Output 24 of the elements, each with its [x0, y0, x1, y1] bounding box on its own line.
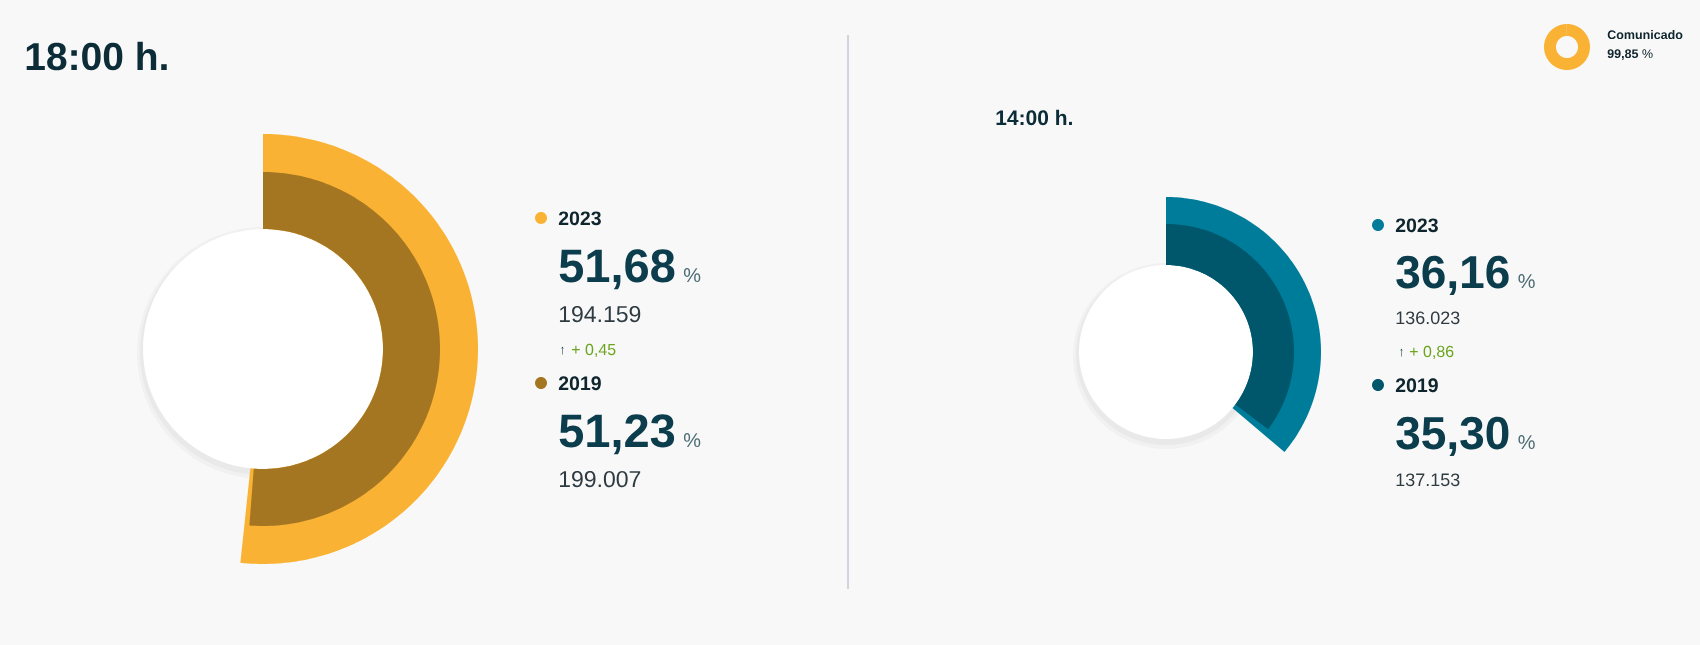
text: 136.023: [1396, 311, 1460, 325]
data-label: 51,23: [559, 414, 675, 455]
legend-label: 2019: [1395, 378, 1438, 393]
text: ↑: [1399, 348, 1403, 357]
data-label: 36,16: [1396, 255, 1509, 296]
text: 137.153: [1396, 473, 1460, 487]
category-label: Comunicado: [1607, 29, 1683, 40]
legend-label: 2023: [1395, 218, 1438, 233]
text: 14:00 h.: [996, 109, 1072, 126]
text: 199.007: [559, 470, 641, 488]
text: %: [1518, 274, 1535, 289]
data-label: 35,30: [1396, 416, 1509, 457]
text: ↑: [560, 346, 564, 355]
text: + 0,45: [572, 343, 616, 358]
text: %: [1518, 435, 1535, 450]
legend-label: 2019: [558, 376, 601, 391]
text: + 0,86: [1409, 345, 1454, 360]
text: 194.159: [559, 305, 641, 323]
data-label: 51,68: [559, 249, 675, 290]
text: 18:00 h.: [26, 41, 167, 71]
text: %: [683, 268, 701, 283]
legend-label: 2023: [558, 211, 601, 226]
data-label: 99,85 %: [1607, 49, 1653, 60]
text: %: [683, 433, 701, 448]
